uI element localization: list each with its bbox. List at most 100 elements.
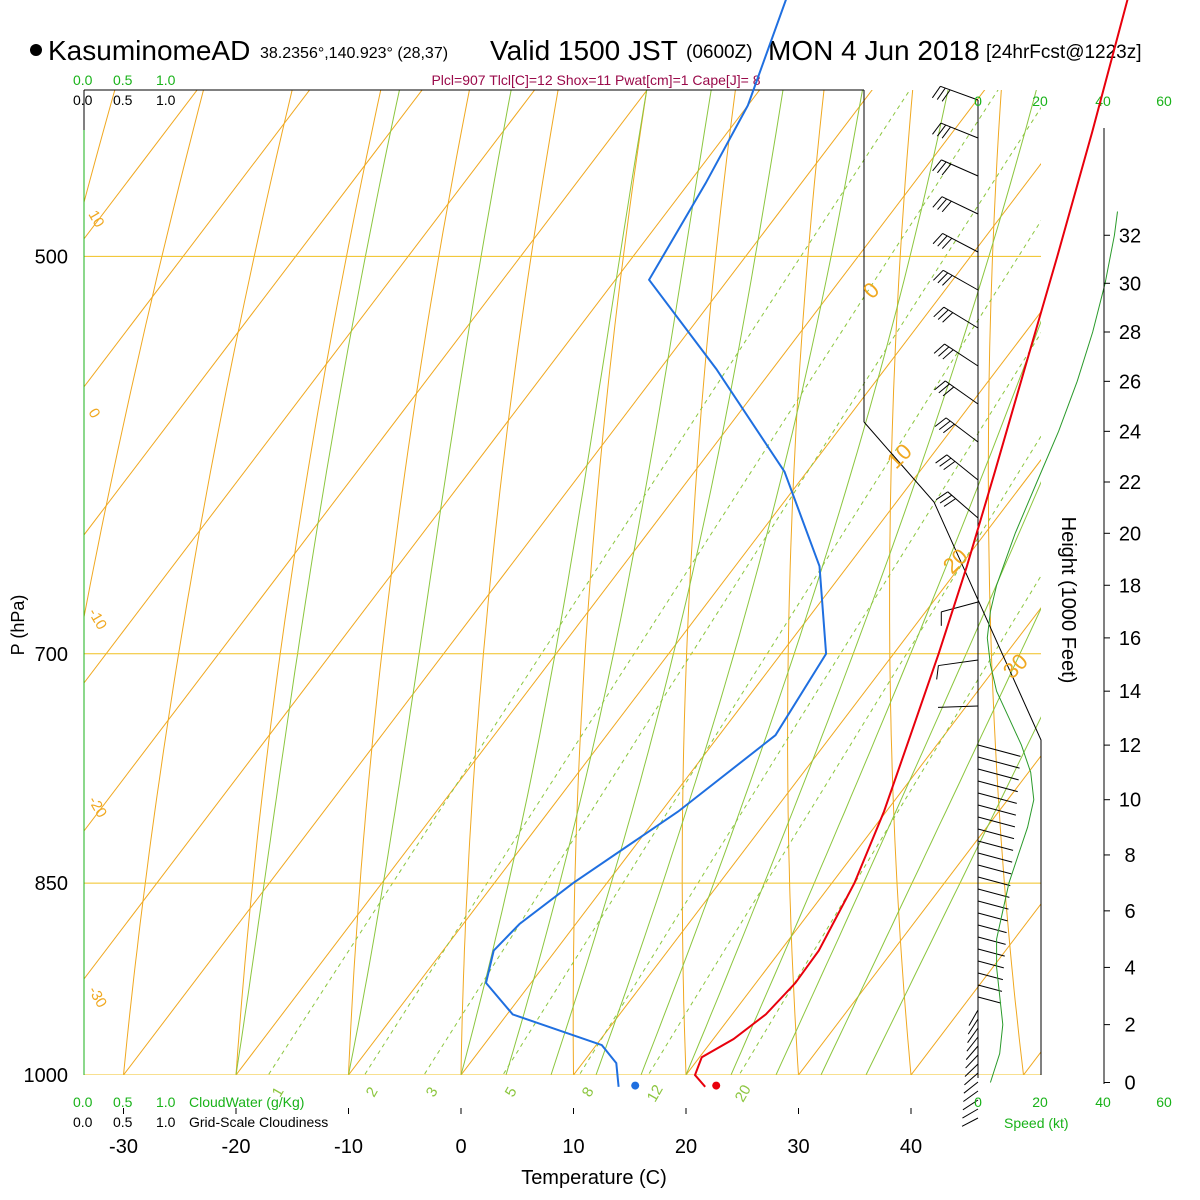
station-name: KasuminomeAD (48, 35, 250, 66)
wind-barb (941, 601, 979, 613)
speed-tick-bottom-40: 40 (1095, 1094, 1111, 1110)
wind-barb-flag (937, 309, 949, 320)
dry-adiabat-line (84, 90, 204, 620)
height-tick-label: 28 (1119, 322, 1141, 344)
temperature-tick-label: 30 (787, 1136, 809, 1158)
moist-adiabat-line (775, 481, 1041, 1075)
dry-adiabat-label: -30 (85, 984, 111, 1011)
wind-barb-flag (936, 161, 947, 174)
dry-adiabat-label: -10 (85, 606, 111, 633)
height-tick-label: 24 (1119, 421, 1141, 443)
wind-barb (967, 1018, 979, 1035)
wind-barb-flag (935, 454, 948, 464)
wind-barb (977, 840, 1014, 851)
wind-barb-flag (941, 163, 952, 176)
cloud-scale-bottom-black-0: 0.0 (73, 1114, 93, 1130)
height-tick-label: 6 (1124, 901, 1135, 923)
isotherm-line (84, 90, 311, 388)
moist-adiabat-line (865, 716, 1041, 1075)
dry-adiabat-line (1177, 0, 1200, 1166)
wind-barb-flag (933, 343, 945, 354)
wind-barb (945, 380, 979, 405)
wind-barb-flag (937, 235, 948, 247)
cloud-scale-bottom-green-1: 0.5 (113, 1094, 133, 1110)
height-tick-label: 8 (1124, 845, 1135, 867)
mixing-ratio-line (502, 219, 1041, 1075)
surface-temperature-marker (712, 1081, 721, 1090)
wind-barb (967, 1027, 979, 1043)
stability-indices: Plcl=907 Tlcl[C]=12 Shox=11 Pwat[cm]=1 C… (431, 72, 760, 88)
mixing-ratio-label: 20 (732, 1082, 755, 1105)
dry-adiabat-label: 0 (85, 406, 104, 422)
moist-adiabat-line (348, 90, 512, 1075)
moist-adiabat-line (505, 90, 712, 1075)
wind-barb (977, 924, 1007, 934)
wind-barb-flag (942, 275, 953, 286)
mixing-ratio-lines (267, 90, 1041, 1075)
dewpoint-line (484, 0, 828, 1087)
isotherm-line (910, 903, 1041, 1075)
speed-tick-top-0: 0 (974, 93, 982, 109)
wind-barb (940, 122, 979, 139)
wind-barb-flag (932, 196, 943, 208)
moist-adiabat-line (640, 90, 949, 1075)
temperature-tick-label: 20 (675, 1136, 697, 1158)
pressure-label: 850 (35, 873, 68, 895)
wind-barb-flag (941, 89, 951, 102)
wind-barb (977, 972, 1004, 981)
wind-barb-flag (932, 122, 942, 135)
utc-time: (0600Z) (686, 42, 753, 63)
moist-adiabat-line (820, 607, 1041, 1075)
wind-barb-flag (936, 87, 946, 100)
forecast-info: [24hrFcst@1223z] (986, 42, 1142, 63)
cloud-scale-top-black-2: 1.0 (156, 92, 176, 108)
wind-barb (977, 984, 1003, 992)
wind-barb (968, 1009, 979, 1026)
moist-adiabat-line (460, 90, 648, 1075)
cloud-scale-top-green-0: 0.0 (73, 72, 93, 88)
wind-barb-flag (938, 383, 950, 394)
mixing-ratio-line (647, 435, 1041, 1075)
dry-adiabat-line (235, 90, 382, 1075)
wind-barb (942, 233, 979, 253)
pressure-label: 500 (35, 246, 68, 268)
wind-barb (977, 768, 1019, 781)
speed-scale-top: 0 20 40 60 (974, 93, 1172, 109)
wind-barb (977, 780, 1018, 793)
wind-barb (977, 792, 1017, 804)
speed-scale-bottom: 0 20 40 60 Speed (kt) (974, 1094, 1172, 1131)
mixing-ratio-label: 2 (363, 1084, 382, 1100)
moist-adiabat-line (685, 90, 1037, 1075)
isotherm-line (0, 0, 504, 1166)
wind-barb-flag (933, 269, 944, 281)
dry-adiabat-line (122, 90, 293, 1075)
wind-speed-profile-line (986, 211, 1118, 1083)
wind-barb (977, 804, 1016, 816)
isotherm-line (0, 0, 392, 1166)
speed-tick-top-40: 40 (1095, 93, 1111, 109)
wind-barb-flag (934, 417, 947, 427)
wind-barb (944, 343, 979, 367)
wind-barb (938, 705, 979, 708)
speed-tick-bottom-0: 0 (974, 1094, 982, 1110)
temperature-axis-ticks: -30 -20 -10 0 10 20 30 40 (109, 1108, 922, 1158)
cloud-scale-top: 0.0 0.5 1.0 0.0 0.5 1.0 (73, 72, 176, 108)
wind-barb (946, 454, 979, 481)
mixing-ratio-line (267, 90, 911, 1075)
wind-barb-flag (942, 386, 955, 397)
wind-barb (941, 159, 979, 177)
moist-adiabat-line (550, 90, 784, 1075)
wind-barb-flag (942, 349, 954, 360)
wind-barb (977, 960, 1004, 969)
height-tick-label: 14 (1119, 681, 1141, 703)
pressure-axis-title: P (hPa) (8, 595, 28, 656)
wind-barb (938, 659, 979, 667)
height-tick-label: 18 (1119, 575, 1141, 597)
dry-adiabat-line (987, 90, 1025, 1075)
wind-barb-flag (941, 200, 952, 213)
mixing-ratio-line (363, 90, 999, 1075)
wind-barb-flag (943, 423, 955, 434)
dry-adiabat-line (787, 90, 825, 1075)
wind-barb-flag (938, 346, 950, 357)
